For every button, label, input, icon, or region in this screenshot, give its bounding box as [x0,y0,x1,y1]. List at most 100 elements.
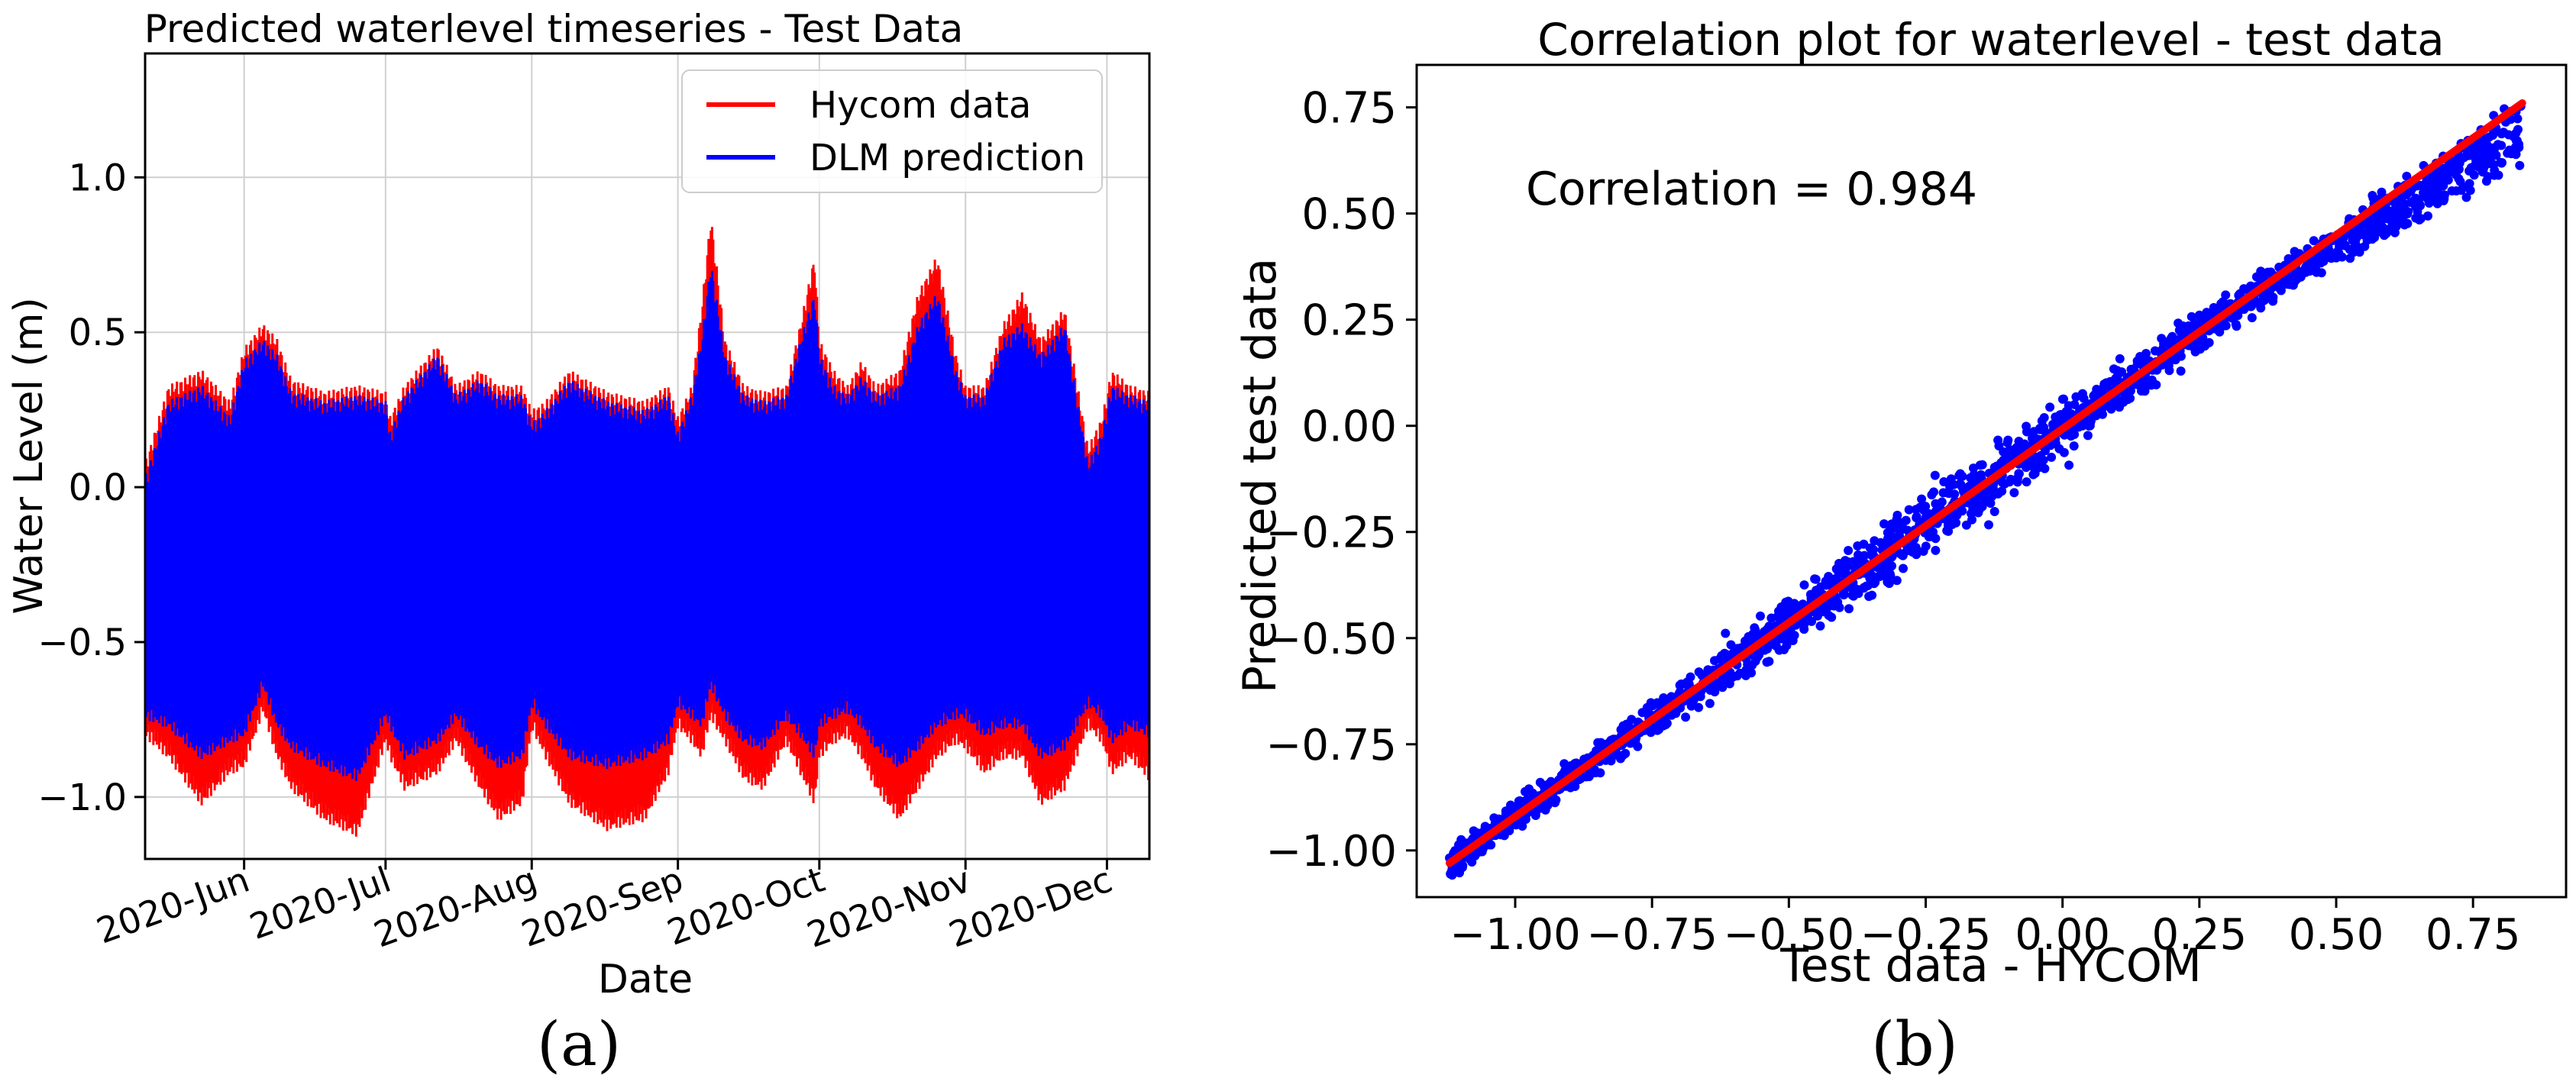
b-scatter-point [2465,186,2475,195]
b-scatter-point [2069,441,2079,451]
b-scatter-point [2476,163,2486,173]
b-scatter-point [1637,708,1647,718]
b-scatter-point [2400,204,2410,214]
b-scatter-point [1616,725,1626,734]
b-scatter-point [1892,576,1902,586]
b-scatter-point [1744,663,1754,673]
b-scatter-point [1811,574,1821,584]
b-scatter-point [2389,217,2399,227]
b-scatter-point [2423,211,2432,221]
b-scatter-point [2316,268,2326,278]
b-scatter-point [2047,452,2057,462]
b-scatter-point [1883,577,1892,587]
b-scatter-point [2106,404,2116,414]
b-scatter-point [2093,408,2102,418]
b-scatter-point [1721,628,1731,638]
b-scatter-point [2022,477,2031,487]
a-y-tick-label: 1.0 [69,157,127,199]
b-scatter-point [2497,158,2507,167]
b-x-tick-label: −0.50 [1724,910,1855,960]
b-scatter-point [1864,592,1874,602]
b-scatter-point [2022,460,2031,470]
chart-a: −1.0 −0.5 0.0 0.5 1.0 2020-Jun2020-Jul2020-A… [6,7,1151,1080]
b-scatter-point [2423,178,2433,188]
b-scatter-point [1756,611,1765,621]
b-scatter-point [2510,142,2520,152]
b-scatter-point [1535,777,1545,787]
b-x-tick-label: 0.00 [2015,910,2110,960]
b-plot-frame [1415,63,2568,899]
b-scatter-point [1977,502,1987,512]
a-legend-label-dlm: DLM prediction [810,137,1085,179]
b-scatter-point [2268,292,2278,302]
b-y-tick-label: 0.25 [1301,296,1397,346]
b-scatter-point [2497,129,2507,139]
b-scatter-point [1896,549,1905,558]
b-scatter-point [1570,758,1580,768]
b-scatter-point [2384,225,2394,235]
b-scatter-point [1589,764,1599,774]
b-scatter-point [1679,679,1689,689]
b-scatter-point [1927,528,1937,537]
b-y-tick-label: −0.25 [1265,508,1397,558]
b-scatter-point [2368,234,2377,244]
b-scatter-point [2009,488,2019,498]
b-scatter-point [2310,260,2320,270]
b-scatter-point [2037,416,2047,426]
b-scatter-point [1705,699,1715,709]
b-scatter-point [1969,463,1978,473]
b-scatter-point [2232,321,2241,331]
b-scatter-point [1904,505,1914,515]
b-scatter-point [1506,800,1515,810]
b-scatter-point [1886,525,1896,534]
a-y-tick-label: 0.5 [69,312,127,354]
b-scatter-point [2483,172,2493,182]
b-scatter-point [1776,613,1786,623]
b-y-tick-label: 0.50 [1301,190,1397,240]
b-scatter-point [1958,484,1968,494]
a-x-ticks: 2020-Jun2020-Jul2020-Aug2020-Sep2020-Oct… [91,859,1117,956]
a-panel-label: (a) [537,1009,621,1080]
b-scatter-point [1774,645,1784,655]
a-x-tick-label: 2020-Jun [91,859,254,952]
b-scatter-point [2064,460,2074,470]
b-scatter-point [2381,205,2391,215]
b-scatter-point [2377,187,2387,197]
b-scatter-point [2119,397,2128,407]
b-scatter-point [1807,616,1817,626]
b-scatter-point [1952,510,1962,520]
b-scatter-point [2221,321,2231,331]
b-scatter-point [1644,702,1654,712]
b-scatter-point [2469,170,2479,180]
a-legend-label-hycom: Hycom data [810,84,1031,127]
b-title: Correlation plot for waterlevel - test d… [1537,14,2444,66]
b-y-tick-label: 0.00 [1301,402,1397,452]
b-scatter-point [1799,580,1809,590]
a-plot-frame [144,52,1151,860]
b-scatter-point [1752,652,1762,662]
b-y-tick-label: −0.50 [1265,615,1397,664]
b-x-tick-label: 0.50 [2289,910,2384,960]
b-scatter-point [1853,541,1863,550]
b-scatter-point [1726,640,1736,650]
b-scatter-point [2187,312,2196,321]
b-scatter-point [1681,712,1691,722]
b-scatter-point [1686,701,1696,711]
b-scatter-point [1917,494,1927,504]
b-x-tick-label: 0.25 [2151,910,2247,960]
b-scatter-point [1750,625,1760,635]
b-scatter-point [1789,631,1799,641]
b-scatter-point [2003,435,2013,445]
b-scatter-point [1987,491,1997,501]
b-scatter-point [2109,364,2119,374]
b-scatter-point [1782,641,1792,651]
b-scatter-point [1847,583,1857,593]
b-scatter-point [1813,611,1822,621]
b-scatter-point [1839,589,1849,599]
a-x-tick-label: 2020-Sep [516,859,689,955]
a-x-tick-label: 2020-Nov [802,859,976,956]
b-scatter-point [2098,383,2108,393]
b-y-axis-label: Predicted test data [1233,258,1287,693]
b-scatter-point [2256,266,2266,276]
